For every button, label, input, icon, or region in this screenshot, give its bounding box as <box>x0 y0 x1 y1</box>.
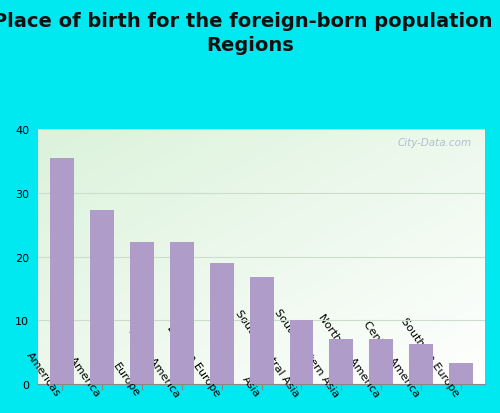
Bar <box>409 344 433 384</box>
Bar <box>290 320 314 384</box>
Bar <box>170 242 194 384</box>
Bar <box>130 242 154 384</box>
Text: Place of birth for the foreign-born population -
Regions: Place of birth for the foreign-born popu… <box>0 12 500 55</box>
Bar <box>50 159 74 384</box>
Bar <box>370 339 393 384</box>
Bar <box>449 363 473 384</box>
Bar <box>210 263 234 384</box>
Bar <box>330 339 353 384</box>
Text: City-Data.com: City-Data.com <box>398 138 471 147</box>
Bar <box>90 211 114 384</box>
Bar <box>250 277 274 384</box>
